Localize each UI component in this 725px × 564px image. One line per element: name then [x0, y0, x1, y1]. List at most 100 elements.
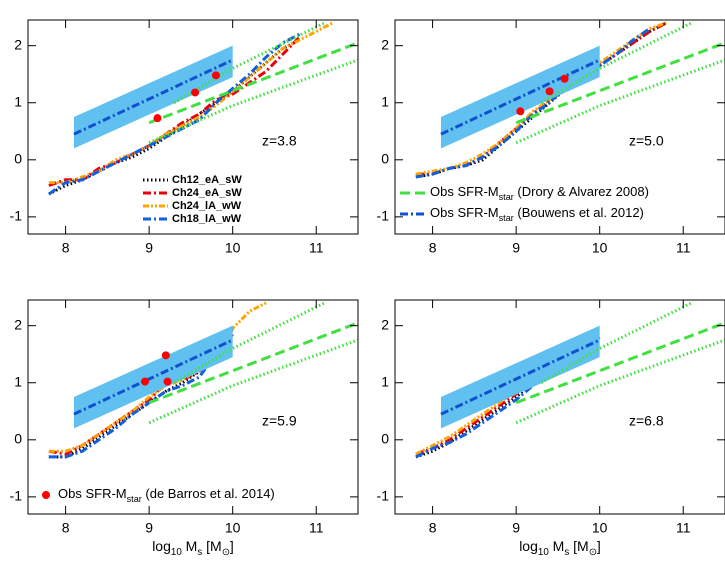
label-part: (Drory & Alvarez 2008)	[514, 184, 649, 199]
label-part: (de Barros et al. 2014)	[142, 486, 275, 501]
series-line	[415, 335, 601, 456]
legend-label: log10 Ms [M⊙]	[152, 538, 234, 558]
label-part: ⊙	[589, 547, 597, 558]
annotation: z=5.0	[629, 133, 664, 149]
annotation: z=5.9	[262, 413, 297, 429]
y-tick-label: 2	[14, 36, 22, 52]
label-part: 10	[171, 547, 182, 558]
label-part: star	[499, 213, 514, 223]
y-tick-label: 1	[14, 93, 22, 109]
series-line	[515, 321, 725, 405]
x-tick-label: 10	[592, 520, 608, 536]
x-tick-label: 8	[429, 240, 437, 256]
axes-frame	[27, 299, 359, 515]
data-point	[191, 88, 200, 97]
plot-area	[48, 21, 358, 196]
label-part: s	[564, 547, 569, 558]
legend-label: Obs SFR-Mstar (de Barros et al. 2014)	[58, 486, 275, 504]
legend-label: log10 Ms [M⊙]	[519, 538, 601, 558]
label-part: (Bouwens et al. 2012)	[514, 205, 644, 220]
label-part: log	[152, 538, 171, 554]
y-tick-label: -1	[377, 488, 390, 504]
plot-area	[48, 301, 358, 459]
series-line	[440, 338, 601, 416]
y-tick-label: 2	[381, 316, 389, 332]
y-tick-label: 0	[14, 431, 22, 447]
legend-swatch	[42, 491, 50, 499]
data-point	[545, 87, 554, 96]
x-tick-label: 8	[62, 240, 70, 256]
label-part: [M	[569, 538, 588, 554]
y-tick-label: 0	[381, 151, 389, 167]
legend-label: Ch18_lA_wW	[172, 213, 242, 225]
y-tick-label: 0	[381, 431, 389, 447]
legend-label: Ch24_lA_wW	[172, 200, 242, 212]
y-tick-label: 0	[14, 151, 22, 167]
x-tick-label: 9	[145, 520, 153, 536]
legend-label: Obs SFR-Mstar (Bouwens et al. 2012)	[430, 205, 644, 223]
y-tick-label: 2	[381, 36, 389, 52]
series-line	[440, 58, 601, 136]
series-line	[73, 58, 234, 136]
series-line	[148, 338, 358, 425]
series-line	[515, 58, 725, 145]
y-tick-label: -1	[10, 208, 23, 224]
series-line	[540, 301, 693, 385]
series-line	[540, 21, 693, 105]
plot-area	[415, 301, 725, 459]
annotation: z=3.8	[262, 133, 297, 149]
series-line	[515, 41, 725, 125]
x-tick-label: 10	[225, 520, 241, 536]
x-tick-label: 11	[676, 240, 691, 256]
series-line	[173, 21, 326, 105]
legend-label: Obs SFR-Mstar (Drory & Alvarez 2008)	[430, 184, 649, 202]
series-line	[48, 327, 234, 459]
label-part: [M	[202, 538, 221, 554]
x-tick-label: 8	[429, 520, 437, 536]
x-tick-label: 11	[309, 240, 324, 256]
label-part: 10	[538, 547, 549, 558]
data-point	[211, 71, 220, 80]
x-tick-label: 9	[145, 240, 153, 256]
x-tick-label: 11	[676, 520, 691, 536]
axes-frame	[394, 299, 725, 515]
y-tick-label: 1	[381, 373, 389, 389]
label-part: star	[127, 494, 142, 504]
y-tick-label: 2	[14, 316, 22, 332]
data-point	[560, 74, 569, 83]
series-line	[173, 301, 326, 385]
x-tick-label: 9	[512, 520, 520, 536]
y-tick-label: 1	[14, 373, 22, 389]
label-part: s	[197, 547, 202, 558]
plot-area	[415, 21, 725, 179]
label-part: M	[182, 538, 198, 554]
y-tick-label: -1	[10, 488, 23, 504]
data-point	[516, 107, 525, 116]
series-line	[48, 32, 301, 196]
label-part: Obs SFR-M	[430, 205, 499, 220]
label-part: M	[549, 538, 565, 554]
axes-frame	[27, 19, 359, 235]
label-part: ]	[597, 538, 601, 554]
legend-label: Ch24_eA_sW	[172, 187, 242, 199]
label-part: star	[499, 192, 514, 202]
label-part: Obs SFR-M	[58, 486, 127, 501]
data-point	[153, 114, 162, 123]
series-line	[148, 41, 358, 125]
series-line	[48, 36, 301, 187]
x-tick-label: 10	[225, 240, 241, 256]
annotation: z=6.8	[629, 413, 664, 429]
series-line	[73, 338, 234, 416]
x-tick-label: 11	[309, 520, 324, 536]
legend-label: Ch12_eA_sW	[172, 174, 242, 186]
label-part: ⊙	[222, 547, 230, 558]
series-line	[48, 301, 267, 453]
x-tick-label: 10	[592, 240, 608, 256]
data-point	[140, 377, 149, 386]
label-part: ]	[230, 538, 234, 554]
label-part: log	[519, 538, 538, 554]
series-line	[515, 338, 725, 425]
x-tick-label: 9	[512, 240, 520, 256]
